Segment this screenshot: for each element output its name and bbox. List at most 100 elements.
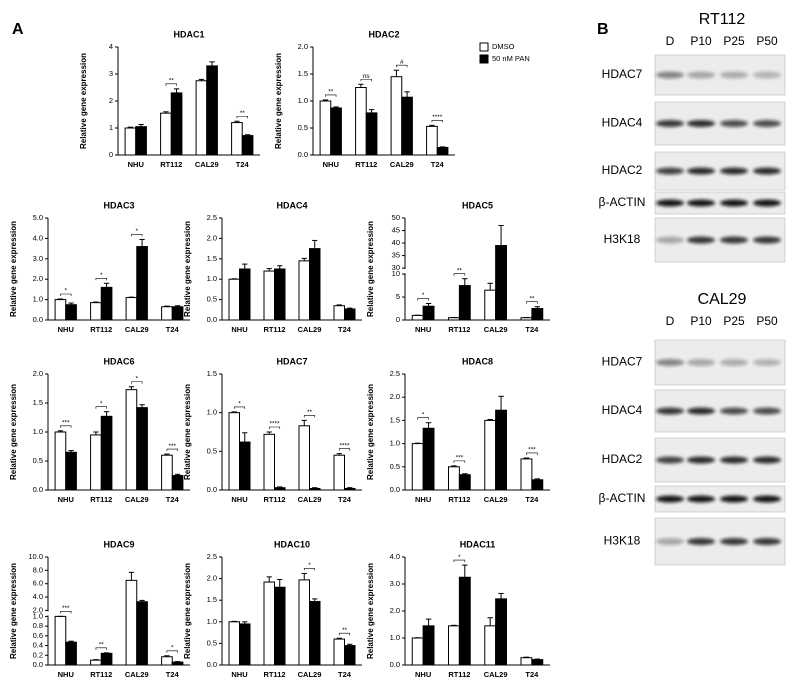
sig-label: *** (168, 443, 176, 450)
blot-band (753, 236, 781, 244)
bar (171, 306, 184, 321)
bar (125, 389, 138, 491)
chart-title: HDAC5 (462, 200, 493, 210)
y-tick-label: 0.0 (207, 315, 217, 324)
chart-title: HDAC4 (276, 200, 307, 210)
x-tick-label: NHU (231, 670, 247, 679)
blot-band (720, 167, 748, 175)
blot-band (720, 71, 748, 79)
bar (54, 431, 67, 491)
bar (136, 601, 148, 666)
x-tick-label: NHU (415, 495, 431, 504)
x-tick-label: T24 (166, 670, 180, 679)
y-tick-label: 0.0 (33, 660, 43, 669)
sig-bracket (233, 406, 246, 409)
x-tick-label: T24 (431, 160, 445, 169)
bar (298, 425, 310, 491)
y-tick-label: 10 (392, 269, 400, 278)
y-tick-label: 0 (396, 315, 400, 324)
bar (171, 661, 184, 666)
y-tick-label: 4.0 (33, 233, 43, 242)
x-tick-label: CAL29 (390, 160, 414, 169)
sig-label: ** (169, 78, 175, 85)
y-tick-label: 5 (396, 292, 400, 301)
lane-label: P25 (723, 314, 745, 328)
x-tick-label: NHU (323, 160, 339, 169)
y-tick-label: 4.0 (33, 592, 43, 601)
bar (124, 127, 137, 156)
blot-band (656, 236, 684, 244)
y-axis-label: Relative gene expression (9, 384, 18, 480)
lane-label: P10 (690, 314, 712, 328)
blot-band (720, 538, 748, 545)
x-tick-label: NHU (415, 670, 431, 679)
blot-band (753, 538, 781, 545)
y-tick-label: 10.0 (28, 552, 43, 561)
sig-bracket (526, 301, 538, 304)
bar (484, 625, 497, 666)
y-tick-label: 1.5 (33, 398, 43, 407)
bar (263, 433, 275, 491)
bar (531, 308, 544, 321)
bar (161, 454, 173, 491)
bar (65, 304, 77, 321)
y-tick-label: 1.0 (207, 274, 217, 283)
chart-title: HDAC8 (462, 356, 493, 366)
x-tick-label: NHU (231, 495, 247, 504)
y-axis-label: Relative gene expression (366, 384, 375, 480)
y-tick-label: 40 (392, 238, 400, 247)
y-tick-label: 1.5 (298, 69, 308, 78)
sig-bracket (131, 381, 143, 384)
bar (344, 308, 356, 321)
x-tick-label: RT112 (355, 160, 377, 169)
blot-band (656, 71, 684, 79)
bar (298, 260, 310, 321)
bar (531, 659, 544, 666)
sig-label: * (171, 644, 174, 651)
blot-band (720, 495, 748, 503)
blot-band (687, 495, 715, 503)
panel-label: B (597, 21, 609, 38)
bar (228, 621, 240, 666)
blot-row-label: HDAC4 (602, 116, 643, 130)
blot-band (720, 407, 748, 415)
y-tick-label: 1.0 (33, 611, 43, 620)
x-tick-label: RT112 (263, 495, 285, 504)
y-axis-label: Relative gene expression (274, 53, 283, 149)
blot-row-label: H3K18 (604, 534, 641, 548)
sig-label: * (135, 228, 138, 235)
x-tick-label: CAL29 (484, 495, 508, 504)
sig-bracket (360, 78, 372, 82)
blot-band (753, 359, 781, 366)
y-tick-label: 1 (109, 123, 113, 132)
bar (90, 302, 102, 321)
bar (136, 246, 148, 321)
bar (206, 65, 218, 156)
y-tick-label: 1.0 (298, 96, 308, 105)
x-tick-label: RT112 (448, 670, 470, 679)
bar (458, 285, 471, 321)
bar (401, 96, 413, 156)
y-tick-label: 2.0 (207, 574, 217, 583)
y-tick-label: 4 (109, 42, 113, 51)
sig-bracket (453, 273, 466, 276)
x-tick-label: NHU (415, 325, 431, 334)
y-tick-label: 30 (392, 263, 400, 272)
sig-bracket (95, 277, 107, 281)
legend-label: DMSO (492, 42, 515, 51)
bar (520, 317, 533, 321)
sig-label: **** (339, 442, 350, 449)
bar (411, 637, 424, 666)
bar (495, 245, 507, 321)
y-tick-label: 2.0 (33, 369, 43, 378)
chart-title: HDAC6 (103, 356, 134, 366)
x-tick-label: NHU (128, 160, 144, 169)
y-tick-label: 0.4 (33, 641, 43, 650)
bar (65, 451, 77, 491)
lane-label: P25 (723, 34, 745, 48)
sig-bracket (325, 94, 337, 97)
blot-band (656, 120, 684, 127)
sig-label: **** (432, 114, 443, 121)
y-tick-label: 2.0 (390, 606, 400, 615)
sig-bracket (95, 647, 107, 650)
